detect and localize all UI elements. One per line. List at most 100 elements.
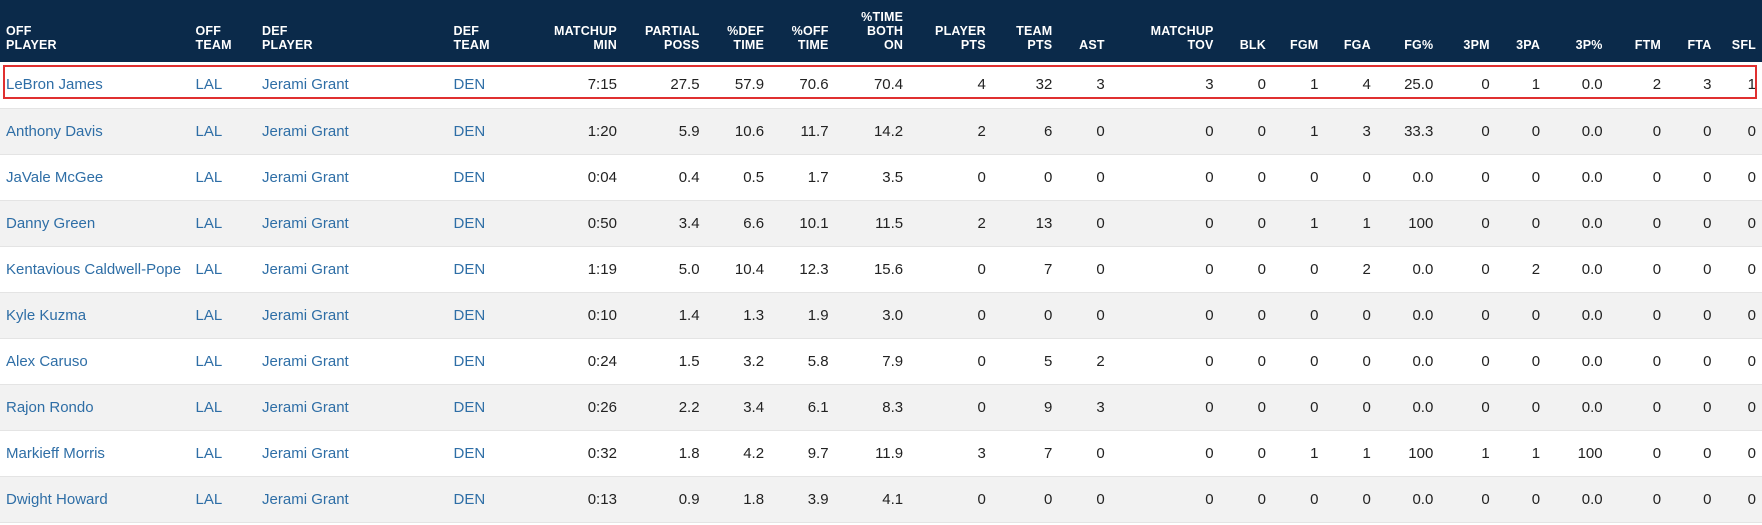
col-header-team-pts[interactable]: TEAM PTS xyxy=(1016,24,1053,52)
cell-ftm: 0 xyxy=(1608,246,1668,293)
cell-def-player[interactable]: Jerami Grant xyxy=(256,62,448,109)
cell-off-player[interactable]: LeBron James xyxy=(0,62,190,109)
cell-def-player[interactable]: Jerami Grant xyxy=(256,108,448,155)
cell-fga: 2 xyxy=(1324,246,1377,293)
cell-fta: 0 xyxy=(1667,292,1718,339)
col-header-def-time-pct[interactable]: %DEF TIME xyxy=(727,24,765,52)
cell-blk: 0 xyxy=(1219,292,1272,339)
cell-off-team[interactable]: LAL xyxy=(189,384,257,431)
cell-off-player[interactable]: Kyle Kuzma xyxy=(0,292,190,339)
col-header-3pa[interactable]: 3PA xyxy=(1516,38,1541,52)
table-row[interactable]: Anthony Davis LAL Jerami Grant DEN 1:20 5.9 10… xyxy=(0,108,1762,155)
col-header-player-pts[interactable]: PLAYER PTS xyxy=(935,24,986,52)
cell-off-team[interactable]: LAL xyxy=(189,154,257,201)
table-row[interactable]: JaVale McGee LAL Jerami Grant DEN 0:04 0.4 0.5… xyxy=(0,154,1762,201)
cell-3pa: 0 xyxy=(1495,476,1547,523)
table-row[interactable]: Kentavious Caldwell-Pope LAL Jerami Grant D… xyxy=(0,246,1762,293)
cell-matchup-tov: 0 xyxy=(1110,384,1220,431)
table-row[interactable]: Dwight Howard LAL Jerami Grant DEN 0:13 0.9 1.… xyxy=(0,476,1762,523)
cell-off-player[interactable]: Danny Green xyxy=(0,200,190,247)
cell-fta: 0 xyxy=(1667,200,1718,247)
table-row[interactable]: Rajon Rondo LAL Jerami Grant DEN 0:26 2.2 3.4 6… xyxy=(0,384,1762,431)
cell-off-team[interactable]: LAL xyxy=(189,246,257,293)
cell-def-time-pct: 0.5 xyxy=(705,154,771,201)
cell-player-pts: 0 xyxy=(909,154,992,201)
cell-off-player[interactable]: Dwight Howard xyxy=(0,476,190,523)
cell-matchup-tov: 3 xyxy=(1110,62,1220,109)
cell-def-team[interactable]: DEN xyxy=(447,62,529,109)
cell-def-player[interactable]: Jerami Grant xyxy=(256,476,448,523)
table-row[interactable]: Kyle Kuzma LAL Jerami Grant DEN 0:10 1.4 1.3 1.… xyxy=(0,292,1762,339)
cell-def-player[interactable]: Jerami Grant xyxy=(256,338,448,385)
cell-ftm: 0 xyxy=(1608,108,1668,155)
col-header-ast[interactable]: AST xyxy=(1079,38,1105,52)
table-row[interactable]: Markieff Morris LAL Jerami Grant DEN 0:32 1.8… xyxy=(0,430,1762,477)
cell-matchup-tov: 0 xyxy=(1110,246,1220,293)
col-header-ftm[interactable]: FTM xyxy=(1634,38,1662,52)
cell-off-player[interactable]: Alex Caruso xyxy=(0,338,190,385)
cell-ast: 3 xyxy=(1058,62,1111,109)
cell-3pa: 0 xyxy=(1495,154,1547,201)
cell-def-player[interactable]: Jerami Grant xyxy=(256,200,448,247)
cell-off-team[interactable]: LAL xyxy=(189,62,257,109)
cell-def-team[interactable]: DEN xyxy=(447,338,529,385)
cell-off-team[interactable]: LAL xyxy=(189,476,257,523)
cell-time-both-on-pct: 70.4 xyxy=(834,62,910,109)
col-header-fg-pct[interactable]: FG% xyxy=(1404,38,1434,52)
cell-def-player[interactable]: Jerami Grant xyxy=(256,246,448,293)
cell-def-team[interactable]: DEN xyxy=(447,200,529,247)
cell-fgm: 1 xyxy=(1272,430,1325,477)
cell-def-team[interactable]: DEN xyxy=(447,154,529,201)
cell-def-player[interactable]: Jerami Grant xyxy=(256,384,448,431)
table-row[interactable]: Danny Green LAL Jerami Grant DEN 0:50 3.4 6.6 1… xyxy=(0,200,1762,247)
cell-ast: 0 xyxy=(1058,430,1111,477)
cell-def-team[interactable]: DEN xyxy=(447,108,529,155)
cell-team-pts: 0 xyxy=(991,292,1059,339)
cell-fgm: 0 xyxy=(1272,246,1325,293)
col-header-sfl[interactable]: SFL xyxy=(1731,38,1756,52)
cell-off-player[interactable]: Kentavious Caldwell-Pope xyxy=(0,246,190,293)
col-header-blk[interactable]: BLK xyxy=(1239,38,1266,52)
cell-team-pts: 32 xyxy=(991,62,1059,109)
cell-off-team[interactable]: LAL xyxy=(189,430,257,477)
cell-ftm: 0 xyxy=(1608,154,1668,201)
col-header-off-team[interactable]: OFF TEAM xyxy=(195,24,232,52)
col-header-fgm[interactable]: FGM xyxy=(1290,38,1319,52)
table-row[interactable]: Alex Caruso LAL Jerami Grant DEN 0:24 1.5 3.2 5… xyxy=(0,338,1762,385)
cell-def-team[interactable]: DEN xyxy=(447,292,529,339)
col-header-3pm[interactable]: 3PM xyxy=(1463,38,1490,52)
cell-def-team[interactable]: DEN xyxy=(447,476,529,523)
col-header-partial-poss[interactable]: PARTIAL POSS xyxy=(644,24,700,52)
cell-fga: 3 xyxy=(1324,108,1377,155)
col-header-3p-pct[interactable]: 3P% xyxy=(1575,38,1603,52)
col-header-off-player[interactable]: OFF PLAYER xyxy=(6,24,57,52)
table-row[interactable]: LeBron James LAL Jerami Grant DEN 7:15 27.5 57… xyxy=(0,62,1762,109)
cell-off-team[interactable]: LAL xyxy=(189,292,257,339)
cell-off-player[interactable]: Markieff Morris xyxy=(0,430,190,477)
cell-ftm: 0 xyxy=(1608,476,1668,523)
cell-off-team[interactable]: LAL xyxy=(189,338,257,385)
col-header-fta[interactable]: FTA xyxy=(1687,38,1712,52)
col-header-def-player[interactable]: DEF PLAYER xyxy=(262,24,313,52)
cell-off-player[interactable]: Rajon Rondo xyxy=(0,384,190,431)
cell-blk: 0 xyxy=(1219,430,1272,477)
col-header-matchup-min[interactable]: MATCHUP MIN xyxy=(553,24,617,52)
col-header-off-time-pct[interactable]: %OFF TIME xyxy=(791,24,829,52)
col-header-time-both-on-pct[interactable]: %TIME BOTH ON xyxy=(861,10,904,52)
cell-off-team[interactable]: LAL xyxy=(189,200,257,247)
cell-def-player[interactable]: Jerami Grant xyxy=(256,292,448,339)
cell-off-player[interactable]: Anthony Davis xyxy=(0,108,190,155)
cell-def-player[interactable]: Jerami Grant xyxy=(256,430,448,477)
col-header-fga[interactable]: FGA xyxy=(1343,38,1371,52)
col-header-matchup-tov[interactable]: MATCHUP TOV xyxy=(1150,24,1214,52)
cell-def-team[interactable]: DEN xyxy=(447,246,529,293)
col-header-def-team[interactable]: DEF TEAM xyxy=(453,24,490,52)
cell-time-both-on-pct: 4.1 xyxy=(834,476,910,523)
cell-def-team[interactable]: DEN xyxy=(447,430,529,477)
cell-off-team[interactable]: LAL xyxy=(189,108,257,155)
cell-off-player[interactable]: JaVale McGee xyxy=(0,154,190,201)
cell-def-player[interactable]: Jerami Grant xyxy=(256,154,448,201)
cell-partial-poss: 0.4 xyxy=(622,154,706,201)
cell-def-team[interactable]: DEN xyxy=(447,384,529,431)
cell-off-time-pct: 3.9 xyxy=(770,476,835,523)
